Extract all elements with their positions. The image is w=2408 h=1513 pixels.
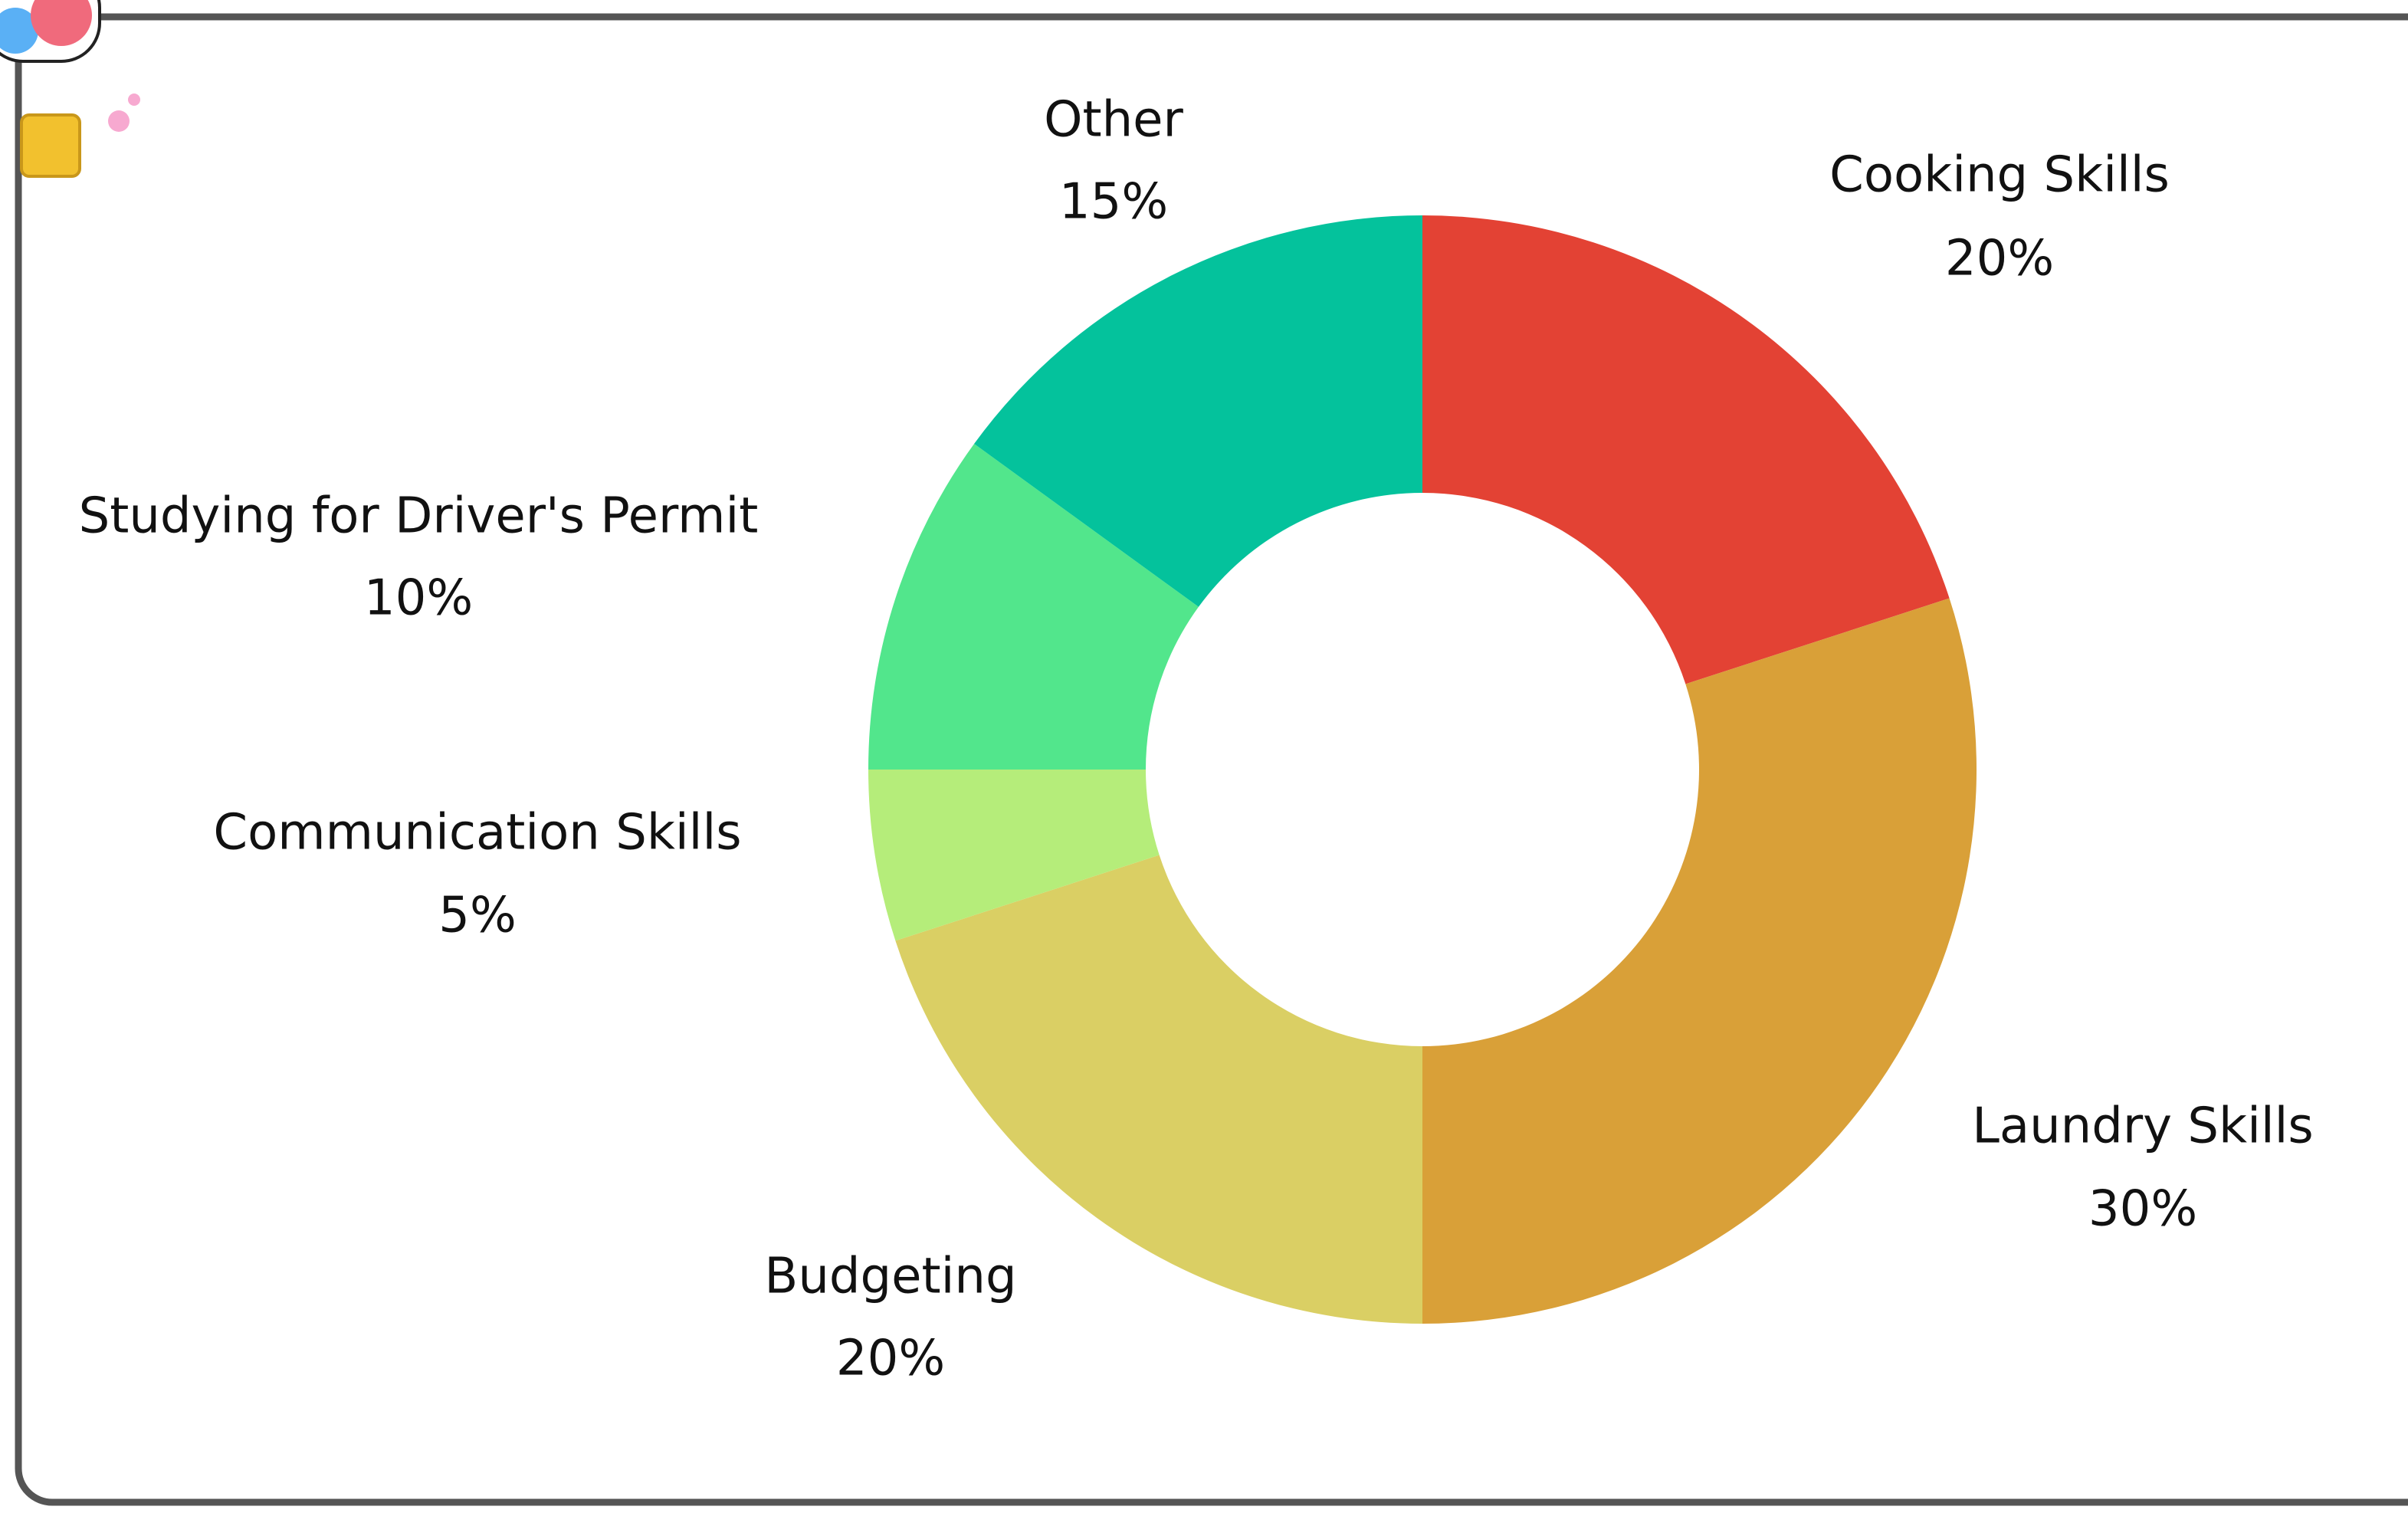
slice [1422, 598, 1977, 1324]
value-label: 20% [1945, 231, 2054, 287]
category-label: Laundry Skills [1972, 1098, 2314, 1155]
slice [868, 444, 1199, 770]
slice [868, 770, 1160, 941]
slice [974, 215, 1422, 607]
value-label: 30% [2088, 1181, 2197, 1238]
category-label: Studying for Driver's Permit [79, 488, 759, 545]
slice [1422, 215, 1950, 684]
value-label: 10% [364, 570, 473, 627]
slices [868, 215, 1977, 1324]
category-label: Communication Skills [213, 805, 741, 862]
value-label: 5% [438, 888, 517, 944]
lightbulb-decoration [0, 0, 140, 178]
category-label: Other [1044, 92, 1183, 149]
labels: Cooking Skills 20% Laundry Skills 30% Budget… [79, 92, 2314, 1387]
category-label: Cooking Skills [1829, 147, 2170, 204]
frame [15, 13, 2408, 1506]
value-label: 15% [1059, 174, 1168, 231]
slice [895, 855, 1422, 1324]
category-label: Budgeting [764, 1249, 1016, 1305]
value-label: 20% [836, 1331, 945, 1387]
